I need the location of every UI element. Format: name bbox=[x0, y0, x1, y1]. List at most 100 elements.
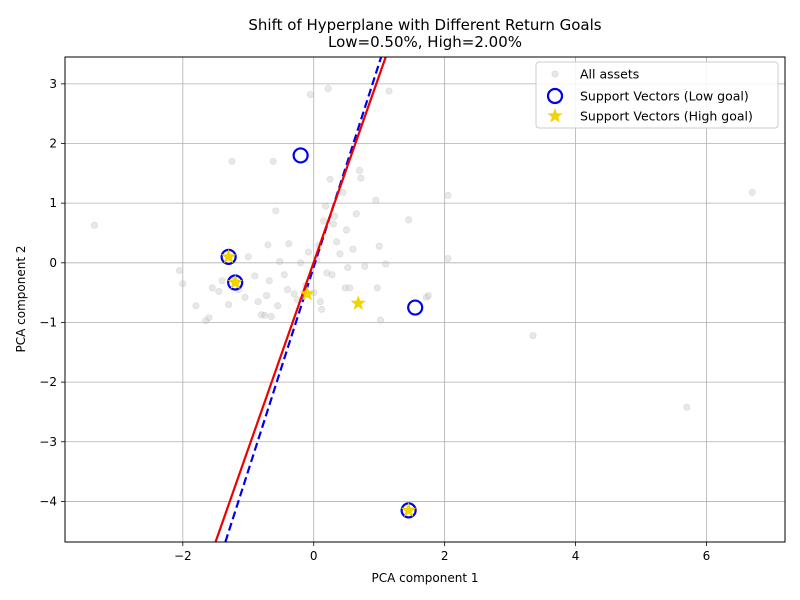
support-vector-high-marker bbox=[299, 285, 315, 301]
asset-point bbox=[263, 292, 271, 300]
asset-point bbox=[90, 221, 98, 229]
y-tick-label: 1 bbox=[49, 196, 57, 210]
asset-point bbox=[356, 166, 364, 174]
asset-point bbox=[285, 240, 293, 248]
asset-point bbox=[208, 284, 216, 292]
asset-point bbox=[422, 293, 430, 301]
legend-label: Support Vectors (Low goal) bbox=[580, 89, 749, 104]
asset-point bbox=[376, 316, 384, 324]
support-vector-low-marker bbox=[407, 299, 424, 316]
asset-point bbox=[225, 301, 233, 309]
legend-marker-all-assets bbox=[551, 70, 559, 78]
y-tick-label: 2 bbox=[49, 137, 57, 151]
asset-point bbox=[385, 87, 393, 95]
asset-point bbox=[264, 241, 272, 249]
asset-point bbox=[336, 250, 344, 258]
x-tick-label: 6 bbox=[703, 549, 711, 563]
asset-point bbox=[205, 314, 213, 322]
asset-point bbox=[244, 253, 252, 261]
asset-point bbox=[306, 91, 314, 99]
x-tick-label: 0 bbox=[310, 549, 318, 563]
asset-point bbox=[375, 242, 383, 250]
asset-point bbox=[344, 264, 352, 272]
x-tick-label: 4 bbox=[572, 549, 580, 563]
x-tick-label: −2 bbox=[174, 549, 192, 563]
asset-point bbox=[284, 286, 292, 294]
y-axis-ticks: −4 −3 −2 −1 0 1 2 3 bbox=[39, 77, 65, 508]
asset-point bbox=[424, 292, 432, 300]
asset-point bbox=[339, 188, 347, 196]
asset-point bbox=[352, 210, 360, 218]
asset-point bbox=[322, 202, 330, 210]
asset-point bbox=[328, 271, 336, 279]
support-vector-markers bbox=[220, 147, 424, 519]
support-vector-high-marker bbox=[221, 248, 237, 264]
support-vector-high-marker bbox=[227, 274, 243, 289]
x-axis-label: PCA component 1 bbox=[372, 571, 479, 585]
asset-point bbox=[444, 191, 452, 199]
y-tick-label: 0 bbox=[49, 256, 57, 270]
asset-point bbox=[202, 317, 210, 325]
legend: All assets Support Vectors (Low goal) Supp… bbox=[535, 61, 779, 129]
asset-point bbox=[179, 280, 187, 288]
asset-point bbox=[304, 248, 312, 256]
hyperplane-high-goal-line bbox=[214, 56, 387, 543]
asset-point bbox=[316, 298, 324, 306]
y-axis-label: PCA component 2 bbox=[14, 246, 28, 353]
asset-point bbox=[326, 175, 334, 183]
asset-point bbox=[324, 85, 332, 93]
y-tick-label: −2 bbox=[39, 375, 57, 389]
y-tick-label: 3 bbox=[49, 77, 57, 91]
asset-point bbox=[241, 293, 249, 301]
all-assets-points bbox=[90, 85, 756, 411]
asset-point bbox=[257, 311, 265, 319]
x-axis-ticks: −2 0 2 4 6 bbox=[174, 542, 710, 563]
asset-point bbox=[297, 259, 305, 267]
asset-point bbox=[333, 238, 341, 246]
asset-point bbox=[382, 260, 390, 268]
asset-point bbox=[215, 287, 223, 295]
support-vector-high-marker bbox=[350, 295, 366, 310]
x-tick-label: 2 bbox=[441, 549, 449, 563]
y-tick-label: −3 bbox=[39, 435, 57, 449]
asset-point bbox=[342, 226, 350, 234]
legend-label: All assets bbox=[580, 67, 639, 82]
asset-point bbox=[748, 188, 756, 196]
asset-point bbox=[192, 302, 200, 310]
grid-lines bbox=[65, 57, 785, 542]
asset-point bbox=[318, 305, 326, 313]
asset-point bbox=[251, 272, 259, 280]
asset-point bbox=[373, 284, 381, 292]
legend-marker-high-goal bbox=[547, 108, 563, 123]
chart-title: Shift of Hyperplane with Different Retur… bbox=[248, 16, 601, 34]
asset-point bbox=[269, 157, 277, 165]
y-tick-label: −1 bbox=[39, 315, 57, 329]
asset-point bbox=[272, 207, 280, 215]
asset-point bbox=[346, 284, 354, 292]
asset-point bbox=[349, 245, 357, 253]
asset-point bbox=[320, 217, 328, 225]
y-tick-label: −4 bbox=[39, 494, 57, 508]
asset-point bbox=[372, 196, 380, 204]
asset-point bbox=[323, 269, 331, 277]
legend-marker-low-goal bbox=[546, 87, 564, 105]
asset-point bbox=[274, 302, 282, 310]
asset-point bbox=[341, 284, 349, 292]
asset-point bbox=[176, 267, 184, 275]
asset-point bbox=[444, 255, 452, 263]
asset-point bbox=[357, 174, 365, 182]
asset-point bbox=[405, 216, 413, 224]
support-vector-high-marker bbox=[401, 502, 417, 517]
asset-point bbox=[228, 157, 236, 165]
asset-point bbox=[267, 313, 275, 321]
chart-subtitle: Low=0.50%, High=2.00% bbox=[328, 33, 522, 51]
asset-point bbox=[218, 277, 226, 285]
asset-point bbox=[683, 403, 691, 411]
asset-point bbox=[280, 271, 288, 279]
asset-point bbox=[261, 311, 269, 319]
asset-point bbox=[329, 220, 337, 228]
legend-box bbox=[535, 61, 779, 129]
asset-point bbox=[254, 298, 262, 306]
support-vector-low-marker bbox=[292, 147, 309, 164]
